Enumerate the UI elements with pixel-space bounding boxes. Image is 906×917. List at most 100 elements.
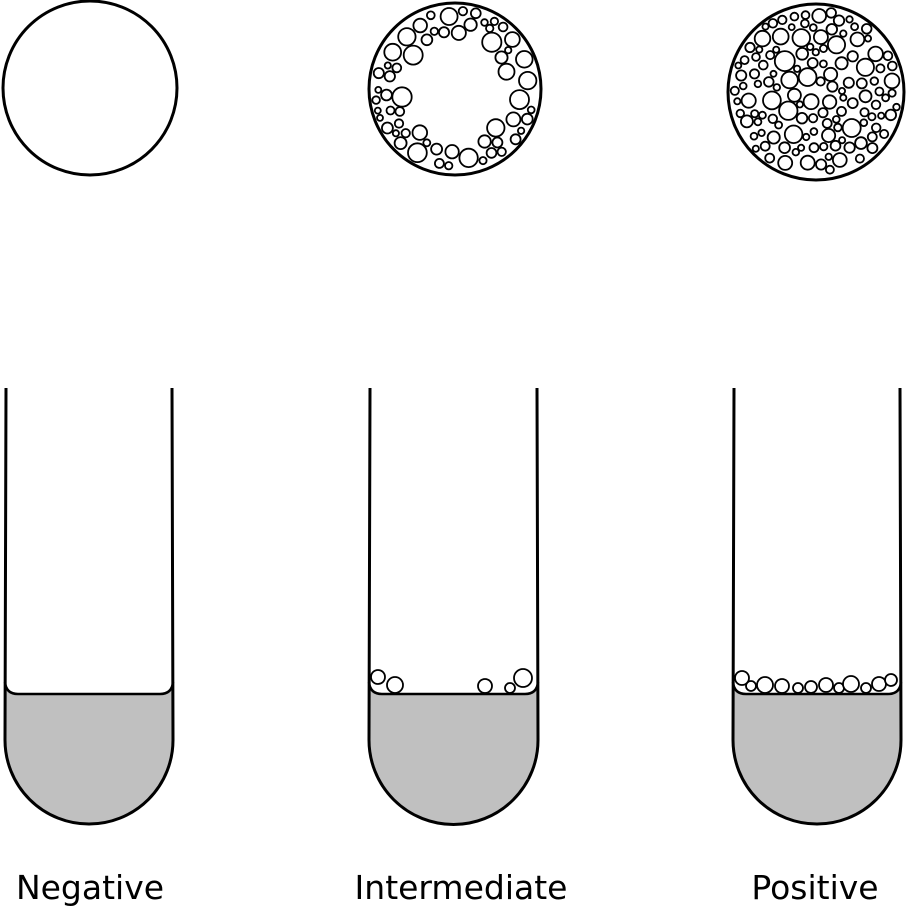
bubble [811, 8, 827, 24]
bubble [751, 144, 760, 153]
surface-bubble [818, 677, 834, 693]
bubble [795, 111, 809, 125]
surface-bubble [792, 682, 804, 694]
tube-bubbles-positive [734, 670, 898, 694]
bubble [393, 136, 408, 151]
bubble [757, 128, 766, 137]
bubble [778, 100, 799, 121]
bubble [391, 129, 400, 138]
surface-bubble [386, 676, 404, 694]
bubble [806, 57, 819, 69]
bubble [729, 85, 740, 96]
bubble [772, 45, 781, 54]
bubble [520, 112, 534, 126]
bubble [824, 152, 833, 161]
surface-bubble [504, 682, 516, 694]
bubble [881, 93, 890, 103]
bubble [843, 141, 856, 154]
bubble [738, 81, 748, 91]
meniscus-negative [3, 681, 175, 696]
bubble [383, 42, 403, 62]
bubble [795, 100, 804, 109]
bubble [509, 89, 530, 110]
bubble [526, 105, 536, 115]
surface-bubble [745, 680, 757, 692]
bubble [422, 138, 432, 148]
surface-bubble [756, 676, 774, 694]
bubble [481, 31, 503, 53]
bubble [374, 86, 383, 94]
bubble [505, 111, 522, 128]
bubble [787, 23, 796, 32]
bubble [799, 154, 816, 171]
bubble [767, 113, 779, 125]
bubble [371, 95, 381, 105]
bubble [867, 112, 877, 122]
bubble [774, 120, 783, 130]
label-negative: Negative [15, 868, 165, 907]
tube-negative [3, 387, 175, 826]
bubble [740, 114, 754, 129]
bubble [806, 42, 815, 52]
bubble [739, 55, 750, 65]
bubble [757, 59, 769, 71]
bubble [846, 97, 859, 109]
surface-bubble [477, 678, 493, 694]
bubble [833, 122, 843, 133]
bubble [759, 140, 771, 152]
bubble [733, 97, 742, 106]
top-view-negative [1, 0, 179, 177]
bubble [376, 114, 384, 122]
bubble [400, 128, 411, 139]
bubble [808, 142, 820, 154]
bubble [821, 94, 838, 110]
bubble [504, 31, 521, 48]
bubble [491, 136, 504, 149]
bubble [763, 76, 775, 88]
bubble [372, 67, 385, 80]
bubble [884, 108, 898, 122]
bubble [485, 147, 498, 159]
bubble [838, 87, 847, 96]
bubble [407, 142, 428, 164]
bubble [769, 69, 778, 78]
bubble [841, 118, 862, 138]
tube-intermediate [367, 387, 540, 826]
surface-bubble [370, 669, 386, 685]
bubble [817, 107, 829, 119]
bubble [439, 7, 459, 26]
liquid-intermediate [369, 682, 538, 825]
bubble [485, 23, 495, 33]
bubble [758, 110, 767, 120]
bubble [850, 22, 859, 32]
bubble [859, 118, 869, 127]
bubble [735, 69, 748, 82]
tube-bubbles-intermediate [370, 668, 533, 694]
bubble [761, 22, 770, 31]
bubble [807, 113, 819, 124]
bubble [826, 80, 839, 93]
bubble [787, 87, 802, 103]
bubble [744, 41, 756, 54]
bubble [753, 79, 763, 89]
bubble [827, 35, 847, 55]
bubble [749, 68, 761, 80]
top-view-intermediate [367, 1, 543, 177]
bubble [380, 88, 393, 102]
bubble [829, 139, 842, 152]
meniscus-positive [731, 681, 903, 696]
bubble [478, 156, 488, 166]
bubble [444, 144, 460, 160]
bubble [791, 147, 800, 157]
bubble [802, 132, 811, 142]
bubble [411, 124, 429, 141]
bubble [402, 44, 424, 66]
bubble [855, 57, 875, 77]
bubble [839, 93, 848, 102]
bubble [496, 146, 507, 157]
bubble [766, 130, 781, 145]
bubble [882, 50, 894, 62]
bubble [509, 133, 522, 146]
